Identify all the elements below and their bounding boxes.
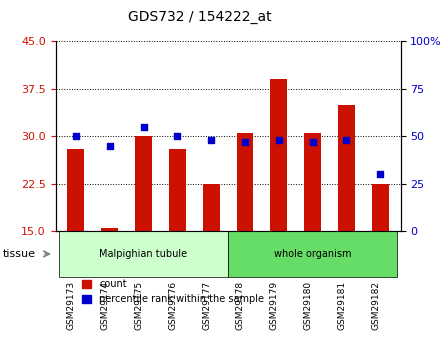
Bar (372, 184, 388, 231)
Point (208, 137, 215, 143)
Text: GSM29181: GSM29181 (337, 281, 346, 331)
Text: GSM29180: GSM29180 (303, 281, 312, 331)
Text: tissue: tissue (2, 249, 35, 259)
Text: whole organism: whole organism (274, 249, 352, 259)
Point (343, 137, 350, 143)
Point (174, 134, 181, 139)
Text: GSM29173: GSM29173 (67, 281, 76, 331)
Bar (101, 228, 118, 231)
Point (73, 134, 80, 139)
Point (241, 139, 248, 145)
Text: GDS732 / 154222_at: GDS732 / 154222_at (129, 10, 272, 24)
Text: Malpighian tubule: Malpighian tubule (100, 249, 188, 259)
Point (275, 137, 282, 143)
Point (106, 143, 113, 148)
Bar (135, 136, 152, 231)
Bar (270, 79, 287, 231)
Point (140, 124, 147, 129)
Bar (236, 133, 253, 231)
Text: GSM29182: GSM29182 (371, 281, 380, 330)
Text: GSM29178: GSM29178 (236, 281, 245, 331)
FancyBboxPatch shape (228, 231, 397, 277)
Text: GSM29179: GSM29179 (270, 281, 279, 331)
Point (309, 139, 316, 145)
Bar (304, 133, 321, 231)
Text: GSM29175: GSM29175 (134, 281, 144, 331)
Bar (169, 149, 186, 231)
Text: GSM29177: GSM29177 (202, 281, 211, 331)
Bar (203, 184, 220, 231)
Bar (68, 149, 85, 231)
FancyBboxPatch shape (59, 231, 228, 277)
Text: GSM29176: GSM29176 (168, 281, 178, 331)
Bar (338, 105, 355, 231)
Legend: count, percentile rank within the sample: count, percentile rank within the sample (78, 276, 268, 308)
Point (376, 171, 384, 177)
Text: GSM29174: GSM29174 (101, 281, 110, 330)
